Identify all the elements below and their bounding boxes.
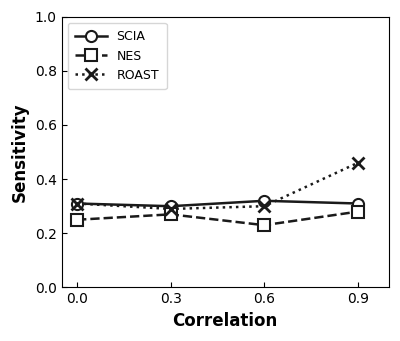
X-axis label: Correlation: Correlation <box>172 312 278 330</box>
ROAST <box>168 207 173 211</box>
Legend: SCIA, NES, ROAST: SCIA, NES, ROAST <box>68 23 167 89</box>
SCIA <box>355 202 360 206</box>
ROAST <box>355 161 360 165</box>
NES <box>75 218 80 222</box>
ROAST <box>262 204 266 208</box>
NES <box>355 210 360 214</box>
NES <box>168 212 173 217</box>
Line: NES: NES <box>72 206 363 231</box>
SCIA <box>75 202 80 206</box>
Line: ROAST: ROAST <box>72 157 363 214</box>
SCIA <box>262 199 266 203</box>
NES <box>262 223 266 227</box>
ROAST <box>75 202 80 206</box>
SCIA <box>168 204 173 208</box>
Y-axis label: Sensitivity: Sensitivity <box>11 102 29 202</box>
Line: SCIA: SCIA <box>72 195 363 212</box>
